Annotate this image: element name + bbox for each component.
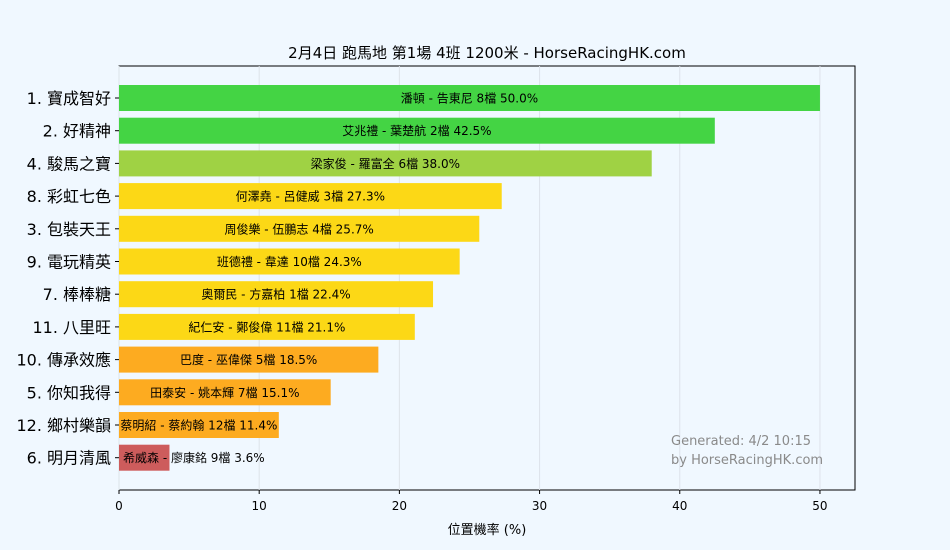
bar [119, 215, 480, 242]
bar-data-label: 紀仁安 - 鄭俊偉 11檔 21.1% [188, 319, 345, 334]
bar-data-label: 周俊樂 - 伍鵬志 4檔 25.7% [224, 221, 373, 236]
category-label: 2. 好精神 [43, 122, 111, 141]
x-axis-ticks: 0 10 20 30 40 50 [115, 490, 828, 513]
bar-data-label: 艾兆禮 - 葉楚航 2檔 42.5% [342, 123, 491, 138]
bar [119, 313, 415, 340]
bar-data-label: 梁家俊 - 羅富全 6檔 38.0% [311, 156, 460, 171]
bar [119, 379, 331, 406]
bar-data-label: 班德禮 - 韋達 10檔 24.3% [217, 254, 362, 269]
x-axis-label: 位置機率 (%) [448, 522, 527, 538]
bar [119, 412, 279, 438]
bar [119, 85, 820, 111]
category-label: 9. 電玩精英 [27, 253, 111, 272]
watermark-line-1: Generated: 4/2 10:15 [671, 434, 811, 449]
category-label: 8. 彩虹七色 [27, 187, 111, 206]
category-label: 6. 明月清風 [27, 449, 111, 468]
x-tick-label: 20 [392, 499, 407, 513]
bar-data-label: 奧爾民 - 方嘉柏 1檔 22.4% [201, 287, 350, 302]
x-tick-label: 0 [115, 499, 123, 513]
chart-title: 2月4日 跑馬地 第1場 4班 1200米 - HorseRacingHK.co… [288, 44, 686, 62]
bar-data-label: 何澤堯 - 呂健威 3檔 27.3% [236, 190, 385, 204]
bars: 潘頓 - 告東尼 8檔 50.0% 艾兆禮 - 葉楚航 2檔 42.5% 梁家俊 -… [119, 85, 820, 471]
bar-data-label: 蔡明紹 - 蔡約翰 12檔 11.4% [120, 418, 277, 433]
bar-data-label: 巴度 - 巫偉傑 5檔 18.5% [180, 352, 317, 367]
x-tick-label: 50 [812, 499, 827, 513]
bar [119, 346, 379, 373]
watermark-line-2: by HorseRacingHK.com [671, 453, 823, 468]
bar [119, 117, 715, 144]
bar [119, 444, 170, 471]
category-label: 3. 包裝天王 [27, 220, 111, 239]
bar [119, 248, 460, 275]
bar [119, 150, 652, 177]
x-tick-label: 40 [672, 499, 687, 513]
category-label: 5. 你知我得 [27, 383, 111, 402]
bar-data-label: 田泰安 - 姚本輝 7檔 15.1% [150, 385, 299, 400]
category-label: 4. 駿馬之寶 [27, 154, 111, 173]
category-label: 1. 寶成智好 [27, 89, 111, 108]
category-label: 10. 傳承效應 [16, 351, 111, 370]
category-labels: 1. 寶成智好 2. 好精神 4. 駿馬之寶 8. 彩虹七色 3. 包裝天王 9. 電玩精… [16, 89, 119, 468]
bar [119, 281, 434, 308]
category-label: 11. 八里旺 [32, 318, 111, 337]
bar-data-label: 潘頓 - 告東尼 8檔 50.0% [401, 92, 538, 106]
bar [119, 183, 502, 210]
x-tick-label: 30 [532, 499, 547, 513]
x-tick-label: 10 [252, 499, 267, 513]
category-label: 7. 棒棒糖 [43, 285, 111, 304]
bar-data-label: 希威森 - 廖康銘 9檔 3.6% [123, 450, 265, 465]
category-label: 12. 鄉村樂韻 [16, 416, 111, 435]
